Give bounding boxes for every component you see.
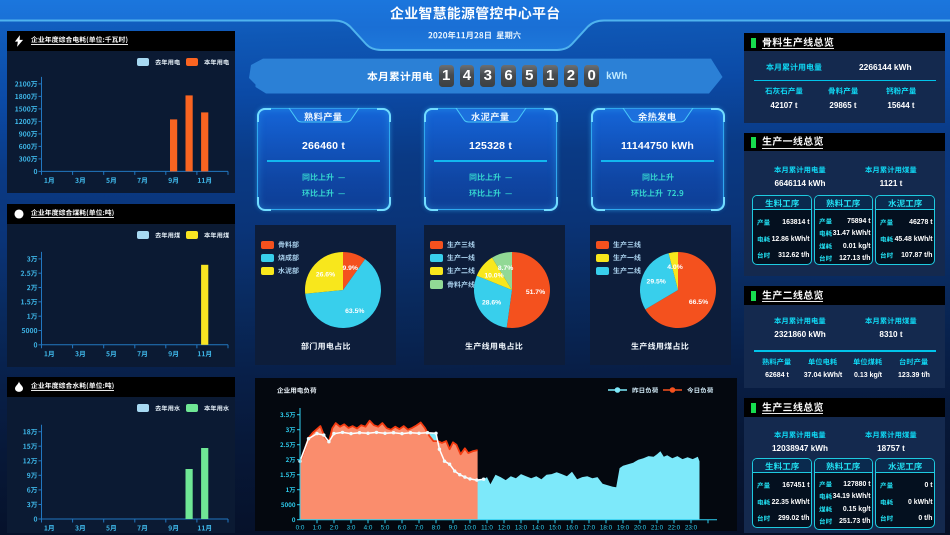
svg-text:20:0: 20:0 [634,525,647,531]
svg-text:8.7%: 8.7% [498,265,513,272]
svg-text:23:0: 23:0 [685,525,698,531]
svg-text:28.6%: 28.6% [482,299,501,306]
svg-text:4.0%: 4.0% [667,264,683,271]
svg-text:12:0: 12:0 [498,525,511,531]
svg-text:10.0%: 10.0% [484,272,503,279]
svg-text:51.7%: 51.7% [526,289,545,296]
svg-text:14:0: 14:0 [532,525,545,531]
svg-text:5:0: 5:0 [381,525,390,531]
svg-text:26.6%: 26.6% [316,272,335,279]
svg-text:6:0: 6:0 [398,525,407,531]
svg-text:29.5%: 29.5% [647,279,666,286]
svg-text:3:0: 3:0 [347,525,356,531]
svg-text:7:0: 7:0 [415,525,424,531]
svg-text:2:0: 2:0 [330,525,339,531]
svg-text:0:0: 0:0 [296,525,305,531]
svg-text:17:0: 17:0 [583,525,596,531]
svg-text:4:0: 4:0 [364,525,373,531]
svg-text:66.5%: 66.5% [689,299,708,306]
svg-text:10:0: 10:0 [464,525,477,531]
svg-text:11:0: 11:0 [481,525,493,531]
svg-text:8:0: 8:0 [432,525,441,531]
svg-text:9.9%: 9.9% [342,265,358,272]
svg-text:19:0: 19:0 [617,525,630,531]
svg-text:13:0: 13:0 [515,525,528,531]
svg-text:16:0: 16:0 [566,525,579,531]
svg-text:63.5%: 63.5% [345,308,364,315]
svg-text:1:0: 1:0 [313,525,322,531]
svg-text:22:0: 22:0 [668,525,681,531]
svg-text:21:0: 21:0 [651,525,664,531]
svg-text:18:0: 18:0 [600,525,613,531]
svg-text:15:0: 15:0 [549,525,562,531]
svg-text:9:0: 9:0 [449,525,458,531]
